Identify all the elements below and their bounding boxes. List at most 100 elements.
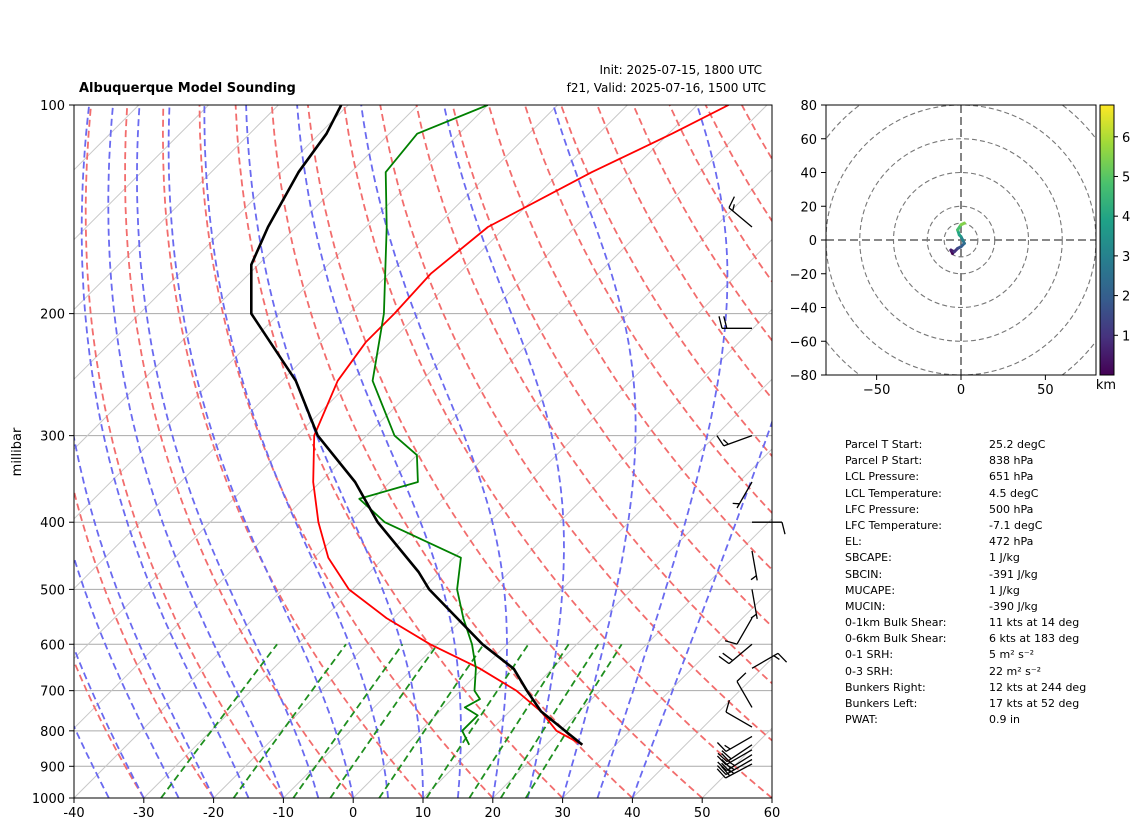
- hodo-x-tick-label: −50: [863, 383, 890, 398]
- wind-barb: [718, 643, 753, 665]
- valid-time: f21, Valid: 2025-07-16, 1500 UTC: [567, 81, 766, 95]
- param-row: 0-1km Bulk Shear: 11 kts at 14 deg: [845, 615, 1115, 631]
- isotherm-line: [213, 238, 772, 798]
- param-label: PWAT:: [845, 713, 878, 727]
- x-tick-label: -20: [203, 806, 224, 821]
- x-tick-label: 50: [694, 806, 711, 821]
- param-label: LCL Temperature:: [845, 486, 942, 500]
- wind-barb-feather: [750, 575, 757, 581]
- wind-barb-feather: [725, 700, 731, 713]
- param-label: 0-3 SRH:: [845, 664, 894, 678]
- param-value: 838 hPa: [989, 454, 1034, 468]
- param-row: 0-1 SRH: 5 m² s⁻²: [845, 647, 1115, 663]
- isotherm-line: [74, 105, 628, 660]
- y-tick-label: 900: [40, 760, 65, 775]
- y-tick-label: 600: [40, 638, 65, 653]
- colorbar-axes: 1 2 3 4 5 6: [1114, 131, 1130, 344]
- wind-barb-feather: [721, 759, 732, 769]
- wind-barb-feather: [717, 752, 728, 763]
- dry-adiabat-line: [270, 105, 634, 798]
- param-label: 0-6km Bulk Shear:: [845, 632, 947, 646]
- wind-barb-feather: [728, 196, 735, 208]
- wind-barb-feather: [781, 522, 786, 535]
- isotherm-line: [74, 105, 279, 311]
- colorbar-tick-label: 5: [1122, 170, 1130, 185]
- wind-barb-staff: [736, 481, 753, 509]
- wind-barb-feather: [717, 761, 728, 772]
- param-label: LCL Pressure:: [845, 470, 920, 484]
- x-tick-label: 0: [349, 806, 357, 821]
- moist-adiabat-line: [596, 105, 729, 798]
- wind-barb-feather: [722, 439, 729, 445]
- mixing-ratio-line: [500, 643, 600, 798]
- wind-barb: [728, 196, 753, 228]
- moist-adiabat-line: [245, 105, 424, 798]
- dry-adiabat-line: [74, 658, 145, 798]
- mixing-ratio-line: [329, 643, 439, 798]
- wind-barb-staff: [736, 681, 753, 708]
- x-tick-label: 10: [415, 806, 432, 821]
- wind-barb-staff: [725, 735, 753, 752]
- param-row: SBCIN: -391 J/kg: [845, 567, 1115, 583]
- param-value: -390 J/kg: [989, 599, 1038, 613]
- skewt-background-lines: [74, 105, 772, 798]
- wind-barb-feather: [718, 316, 723, 329]
- param-label: Bunkers Right:: [845, 680, 926, 694]
- param-row: 0-3 SRH: 22 m² s⁻²: [845, 664, 1115, 680]
- param-value: 22 m² s⁻²: [989, 664, 1042, 678]
- param-label: Bunkers Left:: [845, 697, 918, 710]
- wind-barb-feather: [716, 742, 727, 752]
- param-value: 5 m² s⁻²: [989, 648, 1035, 662]
- param-row: EL: 472 hPa: [845, 534, 1115, 550]
- param-value: -391 J/kg: [989, 567, 1038, 581]
- wind-barb: [718, 316, 752, 329]
- wind-barb-feather: [773, 655, 780, 660]
- wind-barb-staff: [728, 643, 753, 665]
- param-row: Parcel P Start: 838 hPa: [845, 453, 1115, 469]
- param-row: 0-6km Bulk Shear: 6 kts at 183 deg: [845, 631, 1115, 647]
- temperature-line: [312, 105, 730, 746]
- param-row: LCL Pressure: 651 hPa: [845, 469, 1115, 485]
- x-tick-label: -10: [273, 806, 294, 821]
- param-value: -7.1 degC: [989, 518, 1043, 532]
- hodo-y-tick-label: 20: [800, 200, 817, 215]
- wind-barb: [751, 652, 788, 669]
- wind-barb-feather: [721, 750, 732, 760]
- dry-adiabat-line: [524, 105, 772, 515]
- moist-adiabat-line: [74, 645, 145, 798]
- sounding-parameters: Parcel T Start: 25.2 degC Parcel P Start: 8…: [845, 437, 1115, 728]
- wind-barb: [725, 700, 753, 728]
- moist-adiabat-line: [136, 105, 320, 798]
- x-tick-label: 20: [485, 806, 502, 821]
- hodo-x-tick-label: 50: [1037, 383, 1054, 398]
- isotherm-line: [422, 448, 772, 798]
- hodo-x-tick-label: 0: [957, 383, 965, 398]
- wind-barb: [716, 735, 753, 752]
- parcel-line: [250, 105, 584, 746]
- param-row: MUCIN: -390 J/kg: [845, 599, 1115, 615]
- param-value: 1 J/kg: [989, 583, 1020, 597]
- hodo-y-tick-label: −40: [790, 302, 817, 317]
- wind-barb-staff: [751, 589, 758, 620]
- param-label: Parcel P Start:: [845, 454, 923, 468]
- skewt-axes: -40 -30 -20 -10 0 10 20 30 40 50 60 1000 900 800 700 60…: [32, 99, 780, 821]
- param-label: LFC Pressure:: [845, 502, 920, 516]
- colorbar-tick-label: 4: [1122, 210, 1130, 225]
- mixing-ratio-line: [425, 643, 530, 798]
- wind-barb-feather: [723, 316, 728, 329]
- hodo-y-tick-label: 0: [809, 234, 817, 249]
- hodograph-trace: [949, 221, 966, 255]
- param-label: 0-1km Bulk Shear:: [845, 616, 947, 630]
- wind-barb-feather: [777, 652, 788, 663]
- hodograph-rings: [826, 105, 1096, 375]
- param-label: EL:: [845, 535, 862, 549]
- wind-barb-feather: [716, 435, 725, 447]
- param-value: 4.5 degC: [989, 486, 1039, 500]
- moist-adiabat-line: [631, 419, 772, 798]
- hodo-y-tick-label: −80: [790, 369, 817, 384]
- colorbar-tick-label: 3: [1122, 250, 1130, 265]
- colorbar-tick-label: 1: [1122, 329, 1130, 344]
- wind-barb: [736, 672, 753, 708]
- param-value: 12 kts at 244 deg: [989, 680, 1087, 694]
- hodo-y-tick-label: 60: [800, 133, 817, 148]
